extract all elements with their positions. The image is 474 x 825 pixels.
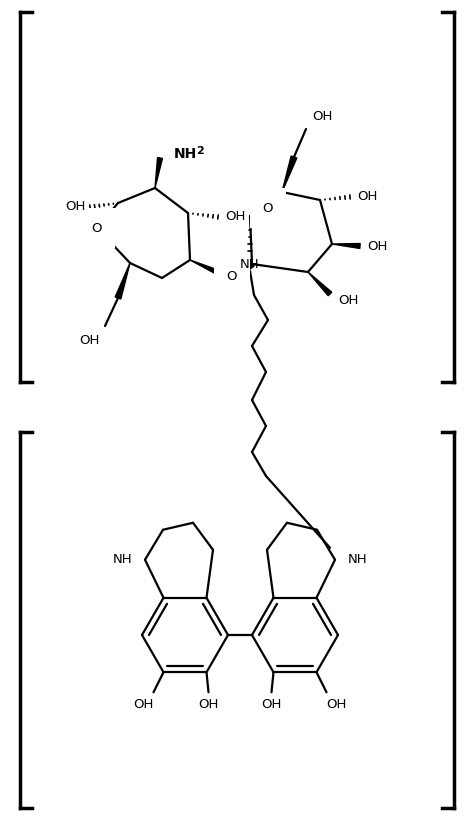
Text: OH: OH [198,698,219,711]
Text: OH: OH [338,294,358,307]
Text: NH: NH [112,554,132,566]
Text: OH: OH [357,191,377,204]
Polygon shape [282,156,297,192]
Text: OH: OH [261,698,282,711]
Text: OH: OH [79,333,99,346]
Text: O: O [263,201,273,214]
Polygon shape [240,262,254,276]
Text: OH: OH [133,698,154,711]
Text: NH: NH [348,554,368,566]
Text: OH: OH [65,200,85,214]
Polygon shape [115,263,130,299]
Text: O: O [227,270,237,282]
Text: OH: OH [367,239,387,252]
Text: OH: OH [326,698,346,711]
Text: O: O [92,221,102,234]
Text: NH: NH [174,147,197,161]
Polygon shape [308,272,332,296]
Polygon shape [190,260,227,279]
Text: NH: NH [240,258,260,271]
Polygon shape [332,243,360,248]
Text: OH: OH [312,111,332,124]
Text: OH: OH [225,210,245,224]
Text: 2: 2 [196,146,204,156]
Polygon shape [155,158,163,188]
